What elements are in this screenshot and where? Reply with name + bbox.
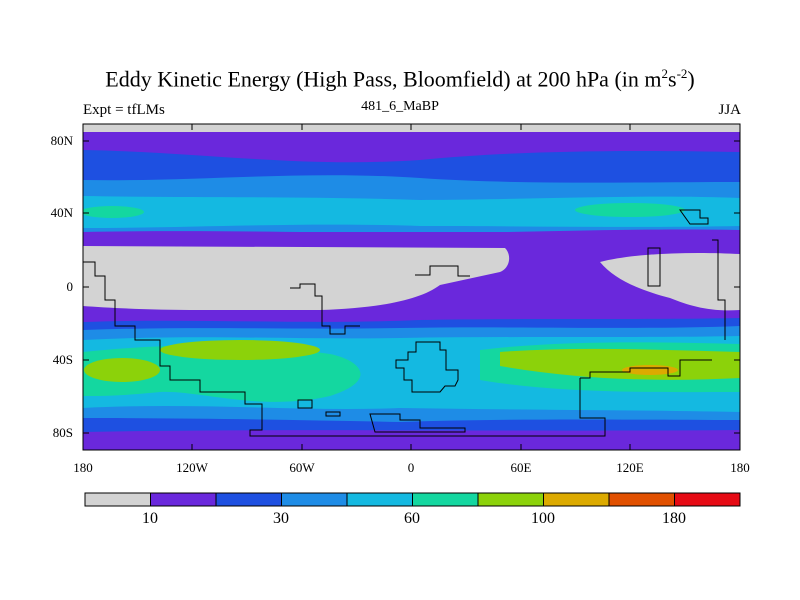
colorbar-swatch — [477, 492, 544, 507]
region-equator-grey-west — [83, 246, 510, 310]
lat-label-0: 0 — [66, 279, 74, 294]
colorbar-label-180: 180 — [662, 510, 686, 527]
lon-label-60e: 60E — [510, 460, 532, 475]
colorbar-swatch — [346, 492, 413, 507]
colorbar-swatch — [674, 492, 741, 507]
lon-label-120e: 120E — [616, 460, 644, 475]
lon-label-0: 0 — [407, 460, 415, 475]
lon-label-120w: 120W — [176, 460, 208, 475]
experiment-label: Expt = tfLMs — [83, 102, 165, 118]
region-equator-grey-east — [600, 252, 740, 311]
lat-ticks — [83, 140, 740, 434]
band-north-tropic-purple — [83, 232, 740, 246]
contour-field — [83, 124, 740, 450]
lon-ticks — [191, 124, 631, 450]
lon-label-60w: 60W — [289, 460, 315, 475]
patch-south-yellowgreen-far-west — [84, 358, 160, 382]
colorbar-swatch — [281, 492, 348, 507]
colorbar-label-60: 60 — [404, 510, 420, 527]
lat-label-40n: 40N — [50, 205, 73, 220]
patch-north-green-east — [575, 203, 685, 217]
figure-subtitle: 481_6_MaBP — [361, 99, 439, 114]
colorbar-swatch — [412, 492, 479, 507]
patch-north-green-west — [83, 206, 144, 218]
lat-label-40s: 40S — [52, 352, 73, 367]
patch-south-yellowgreen-west — [160, 340, 320, 360]
colorbar-swatch — [150, 492, 217, 507]
colorbar-swatch — [608, 492, 675, 507]
lat-label-80s: 80S — [52, 425, 73, 440]
colorbar-label-100: 100 — [531, 510, 555, 527]
lat-label-80n: 80N — [50, 133, 73, 148]
colorbar — [84, 492, 741, 507]
figure-title: Eddy Kinetic Energy (High Pass, Bloomfie… — [105, 66, 695, 92]
colorbar-swatch — [543, 492, 610, 507]
colorbar-label-30: 30 — [273, 510, 289, 527]
band-north-cyan — [83, 196, 740, 228]
colorbar-swatch — [215, 492, 282, 507]
patch-south-green-west — [83, 345, 361, 402]
season-label: JJA — [718, 102, 741, 118]
coastlines — [83, 209, 726, 437]
colorbar-label-10: 10 — [142, 510, 158, 527]
lon-label-180e: 180 — [730, 460, 750, 475]
band-antarctic-purple — [83, 430, 740, 450]
lon-label-180w: 180 — [73, 460, 93, 475]
colorbar-swatch — [84, 492, 151, 507]
